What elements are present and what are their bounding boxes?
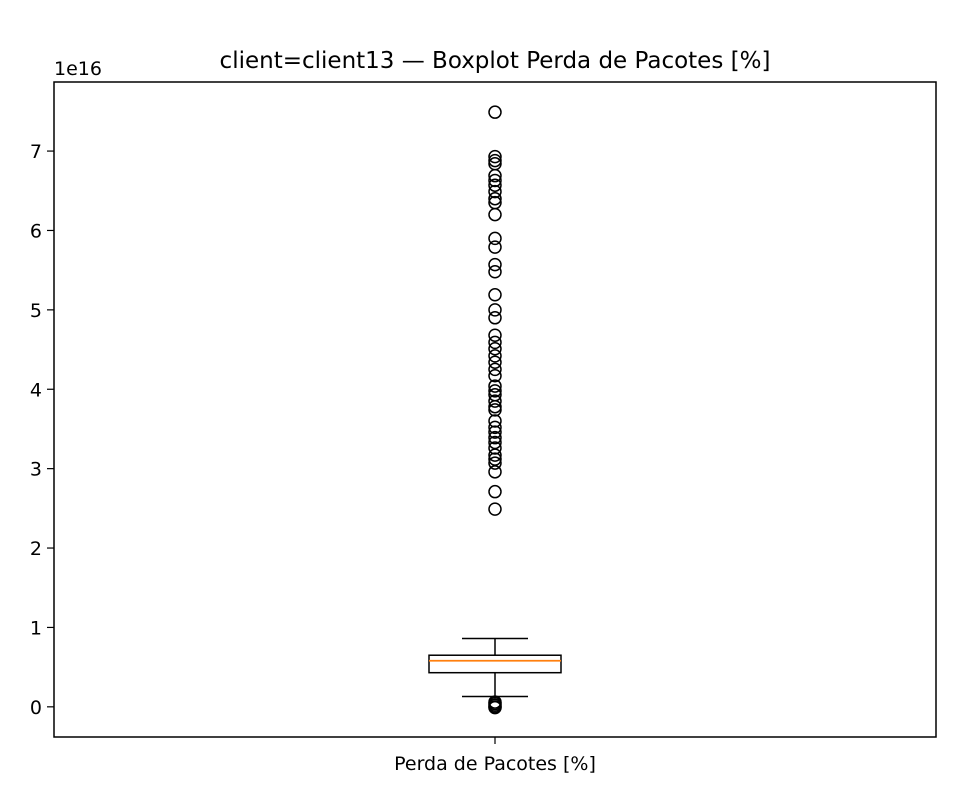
outlier-point [488, 191, 502, 206]
y-tick-label: 2 [30, 538, 42, 560]
outlier-point [488, 311, 502, 325]
outlier-point [488, 441, 502, 455]
outlier-point [488, 173, 502, 188]
outlier-point [488, 414, 502, 428]
outlier-point [488, 149, 502, 164]
outlier-point [488, 303, 502, 317]
outlier-point [488, 342, 502, 356]
y-tick-label: 6 [30, 220, 42, 242]
outlier-point [488, 335, 502, 350]
outlier-point [488, 207, 502, 222]
outlier-point [488, 484, 502, 499]
outlier-point [488, 184, 502, 199]
outlier-point [488, 105, 502, 119]
outlier-point [488, 394, 502, 408]
y-tick-label: 7 [30, 141, 42, 163]
outlier-point [488, 430, 502, 445]
outlier-point [488, 379, 502, 393]
outlier-point [488, 456, 502, 470]
outlier-point [488, 502, 502, 516]
outlier-point [488, 420, 502, 435]
y-tick-label: 4 [30, 379, 42, 401]
chart-title: client=client13 — Boxplot Perda de Pacot… [220, 48, 771, 74]
outlier-point [488, 425, 502, 439]
y-tick-label: 3 [30, 459, 42, 481]
outlier-point [488, 168, 502, 183]
y-tick-label: 0 [30, 697, 42, 719]
outlier-point [488, 700, 502, 715]
outlier-point [488, 465, 502, 479]
outlier-point [488, 288, 502, 302]
outlier-point [488, 328, 502, 343]
outlier-point [488, 240, 502, 254]
outlier-point [488, 362, 502, 377]
y-offset-label: 1e16 [54, 58, 102, 80]
outlier-point [488, 369, 502, 383]
outlier-point [488, 257, 502, 272]
outlier-point [488, 399, 502, 414]
outlier-point [488, 178, 502, 192]
y-tick-label: 1 [30, 617, 42, 639]
outlier-point [488, 231, 502, 246]
outlier-point [488, 349, 502, 363]
interquartile-box [428, 654, 562, 674]
outlier-point [488, 265, 502, 279]
outlier-point [488, 448, 502, 462]
outlier-point [488, 153, 502, 168]
outlier-point [488, 355, 502, 370]
y-tick-label: 5 [30, 300, 42, 322]
outlier-point [488, 403, 502, 417]
plot-frame [53, 81, 937, 738]
x-tick-label: Perda de Pacotes [%] [394, 753, 596, 775]
outlier-point [488, 384, 502, 398]
